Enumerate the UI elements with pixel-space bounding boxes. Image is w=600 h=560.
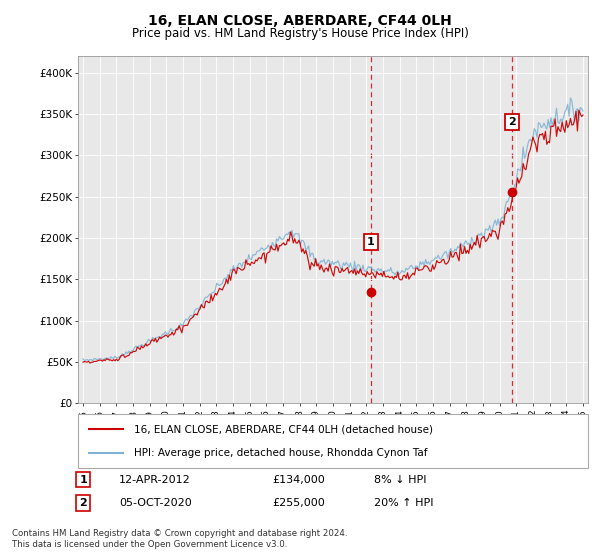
Text: £255,000: £255,000 [272,498,325,508]
FancyBboxPatch shape [78,414,588,468]
Text: 16, ELAN CLOSE, ABERDARE, CF44 0LH (detached house): 16, ELAN CLOSE, ABERDARE, CF44 0LH (deta… [134,424,433,435]
Text: 16, ELAN CLOSE, ABERDARE, CF44 0LH: 16, ELAN CLOSE, ABERDARE, CF44 0LH [148,14,452,28]
Text: 2: 2 [508,117,516,127]
Text: HPI: Average price, detached house, Rhondda Cynon Taf: HPI: Average price, detached house, Rhon… [134,447,428,458]
Text: 8% ↓ HPI: 8% ↓ HPI [374,475,426,484]
Text: 1: 1 [367,237,375,247]
Text: 05-OCT-2020: 05-OCT-2020 [119,498,191,508]
Text: Contains HM Land Registry data © Crown copyright and database right 2024.
This d: Contains HM Land Registry data © Crown c… [12,529,347,549]
Text: 12-APR-2012: 12-APR-2012 [119,475,191,484]
Text: 20% ↑ HPI: 20% ↑ HPI [374,498,433,508]
Text: 2: 2 [79,498,87,508]
Text: £134,000: £134,000 [272,475,325,484]
Text: 1: 1 [79,475,87,484]
Text: Price paid vs. HM Land Registry's House Price Index (HPI): Price paid vs. HM Land Registry's House … [131,27,469,40]
